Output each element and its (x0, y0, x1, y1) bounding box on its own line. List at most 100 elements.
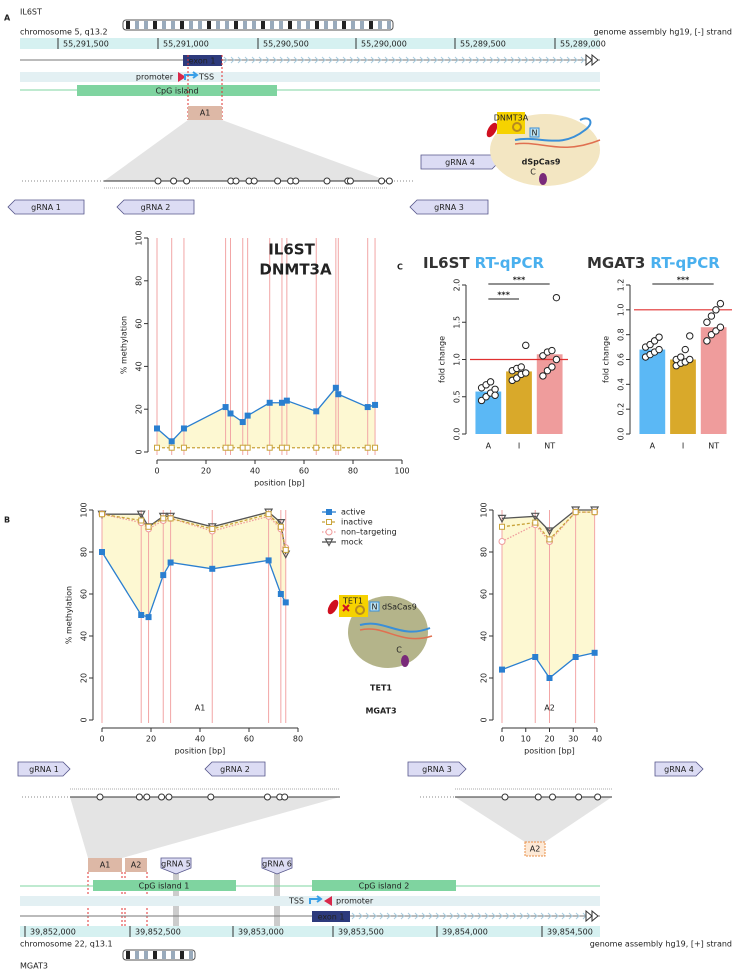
gene-name: IL6ST (20, 8, 42, 17)
y-axis-label: fold change (438, 336, 447, 383)
data-point (282, 599, 289, 606)
chart-subtitle: DNMT3A (259, 261, 332, 279)
chromosome-band (216, 21, 220, 29)
cpg-site (143, 793, 151, 801)
chromosome-band (171, 21, 175, 29)
chevron (477, 912, 482, 920)
chromosome-band (306, 21, 310, 29)
data-point (326, 519, 332, 525)
x-tick-label: 80 (293, 735, 303, 744)
chevron (419, 56, 424, 64)
chevron (566, 56, 571, 64)
legend-label: non–targeting (341, 528, 397, 537)
chromosome-band (180, 21, 184, 29)
series-line (501, 511, 595, 543)
chevron (421, 912, 426, 920)
chromosome-band (342, 21, 346, 29)
data-point (138, 517, 145, 524)
y-tick-label: 80 (80, 547, 89, 557)
cpg-site (135, 793, 143, 801)
data-point (591, 649, 598, 656)
grna-label: gRNA 6 (262, 860, 292, 869)
c-terminus-label: C (530, 168, 536, 177)
y-tick-label: 0 (80, 717, 89, 722)
amplicon-box (524, 841, 546, 857)
exon (183, 55, 222, 66)
chevron (358, 912, 363, 920)
grna-label: gRNA 2 (141, 203, 171, 212)
chevron (442, 912, 447, 920)
coordinate-label: 39,854,500 (547, 928, 593, 937)
chromosome-band (369, 21, 373, 29)
data-point (265, 557, 272, 564)
significance-label: *** (497, 291, 510, 300)
cpg-site (378, 177, 386, 185)
chevron (356, 56, 361, 64)
data-point (167, 515, 174, 522)
grna-arrow (261, 857, 293, 875)
coordinate-label: 55,290,500 (263, 40, 309, 49)
chromosome-band (288, 21, 292, 29)
y-tick-label: 0.8 (617, 328, 626, 341)
y-axis-label: % methylation (120, 316, 129, 374)
y-tick-label: 20 (80, 673, 89, 683)
chromosome-band (351, 21, 355, 29)
chevron (468, 56, 473, 64)
chevron (463, 912, 468, 920)
chromosome-ideogram (122, 949, 196, 961)
coordinate-label: 55,289,000 (560, 40, 606, 49)
coordinate-label: 55,291,500 (63, 40, 109, 49)
tss-arrow (184, 71, 199, 80)
data-point (686, 355, 694, 364)
x-tick-label: NT (544, 442, 555, 451)
chevron (349, 56, 354, 64)
data-point (99, 511, 105, 518)
data-point (712, 306, 720, 314)
chromosome-band (162, 951, 166, 959)
data-point (591, 509, 598, 516)
cpg-site (575, 793, 583, 801)
chevron (449, 912, 454, 920)
promoter-label: promoter (336, 897, 374, 906)
chevron (503, 56, 508, 64)
exon (312, 911, 350, 922)
y-tick-label: 40 (135, 361, 144, 371)
chevron (335, 56, 340, 64)
chevron (426, 56, 431, 64)
data-point (497, 514, 507, 524)
chart-title: IL6ST RT-qPCR (423, 254, 544, 272)
data-point (372, 401, 379, 408)
chromosome-band (153, 21, 157, 29)
y-tick-label: 2.0 (453, 279, 462, 292)
chromosome-band (387, 21, 391, 29)
chevron (517, 56, 522, 64)
strand-end (585, 909, 599, 923)
cpg-site (154, 177, 162, 185)
chevron (580, 56, 585, 64)
data-point (160, 572, 167, 579)
y-tick-label: 80 (480, 547, 489, 557)
chevron (484, 912, 489, 920)
data-point (372, 444, 379, 451)
data-point (167, 559, 174, 566)
y-tick-label: 0.0 (617, 428, 626, 441)
y-tick-label: 40 (80, 631, 89, 641)
effector-title: TET1 (370, 684, 392, 693)
grna-label: gRNA 4 (664, 765, 694, 774)
data-point (266, 399, 273, 406)
y-tick-label: 1.0 (453, 353, 462, 366)
data-point (332, 384, 339, 391)
cpg-island (77, 85, 277, 96)
chromosome-band (189, 21, 193, 29)
data-point (532, 654, 539, 660)
grna-label: gRNA 3 (422, 765, 452, 774)
data-point (530, 512, 540, 522)
chevron (391, 56, 396, 64)
chevron (258, 56, 263, 64)
data-point (239, 444, 246, 451)
chevron (223, 56, 228, 64)
gene-title: MGAT3 (365, 707, 396, 716)
scale-bar (20, 926, 600, 937)
data-point (335, 444, 342, 451)
amplicon-box (125, 858, 147, 872)
